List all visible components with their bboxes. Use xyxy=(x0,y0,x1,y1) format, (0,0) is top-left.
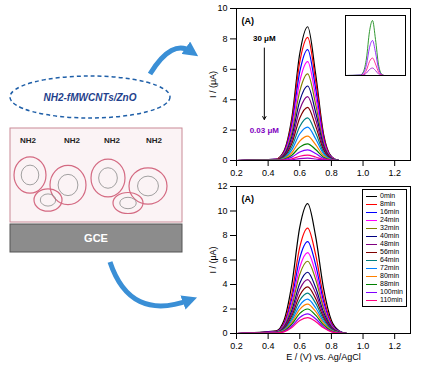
svg-text:NH2: NH2 xyxy=(20,136,37,145)
svg-text:I / (μA): I / (μA) xyxy=(208,246,218,273)
svg-text:1.0: 1.0 xyxy=(357,168,370,178)
svg-text:0.8: 0.8 xyxy=(325,168,338,178)
svg-text:12: 12 xyxy=(217,181,227,191)
svg-text:30 μM: 30 μM xyxy=(253,34,276,43)
svg-text:10: 10 xyxy=(217,3,227,13)
svg-text:6: 6 xyxy=(222,64,227,74)
html-text:88min: 88min xyxy=(380,280,400,287)
svg-text:GCE: GCE xyxy=(84,232,108,244)
svg-text:0.6: 0.6 xyxy=(294,341,307,351)
svg-text:6: 6 xyxy=(222,255,227,265)
svg-text:4: 4 xyxy=(222,95,227,105)
svg-text:8: 8 xyxy=(222,34,227,44)
html-text:8min: 8min xyxy=(380,200,396,207)
html-text:0min: 0min xyxy=(380,192,396,199)
svg-text:0: 0 xyxy=(222,328,227,338)
svg-text:0.4: 0.4 xyxy=(262,168,275,178)
html-text:72min: 72min xyxy=(380,264,400,271)
svg-text:NH2: NH2 xyxy=(64,136,81,145)
svg-text:0.2: 0.2 xyxy=(230,341,243,351)
svg-text:0.03 μM: 0.03 μM xyxy=(250,126,280,135)
svg-text:0.4: 0.4 xyxy=(262,341,275,351)
svg-text:4: 4 xyxy=(222,279,227,289)
svg-text:E / (V) vs. Ag/AgCl: E / (V) vs. Ag/AgCl xyxy=(286,352,361,362)
svg-text:(A): (A) xyxy=(242,16,255,26)
svg-text:10: 10 xyxy=(217,206,227,216)
html-text:16min: 16min xyxy=(380,208,400,215)
html-text:110min: 110min xyxy=(380,296,403,303)
svg-text:0.6: 0.6 xyxy=(294,168,307,178)
html-text:64min: 64min xyxy=(380,256,400,263)
html-text:100min: 100min xyxy=(380,288,403,295)
svg-text:NH2: NH2 xyxy=(104,136,121,145)
html-text:32min: 32min xyxy=(380,224,400,231)
svg-text:1.2: 1.2 xyxy=(388,341,401,351)
html-text:56min: 56min xyxy=(380,248,400,255)
html-text:40min: 40min xyxy=(380,232,400,239)
svg-text:1.2: 1.2 xyxy=(388,168,401,178)
svg-text:8: 8 xyxy=(222,230,227,240)
svg-text:(A): (A) xyxy=(242,194,255,204)
svg-text:1.0: 1.0 xyxy=(357,341,370,351)
svg-text:2: 2 xyxy=(222,304,227,314)
svg-text:I / (μA): I / (μA) xyxy=(208,71,218,98)
svg-text:NH2: NH2 xyxy=(146,136,163,145)
html-text:80min: 80min xyxy=(380,272,400,279)
svg-text:0: 0 xyxy=(222,155,227,165)
svg-text:2: 2 xyxy=(222,125,227,135)
svg-text:0.2: 0.2 xyxy=(230,168,243,178)
svg-text:NH2-fMWCNTs/ZnO: NH2-fMWCNTs/ZnO xyxy=(44,92,137,103)
html-text:48min: 48min xyxy=(380,240,400,247)
html-text:24min: 24min xyxy=(380,216,400,223)
svg-text:0.8: 0.8 xyxy=(325,341,338,351)
